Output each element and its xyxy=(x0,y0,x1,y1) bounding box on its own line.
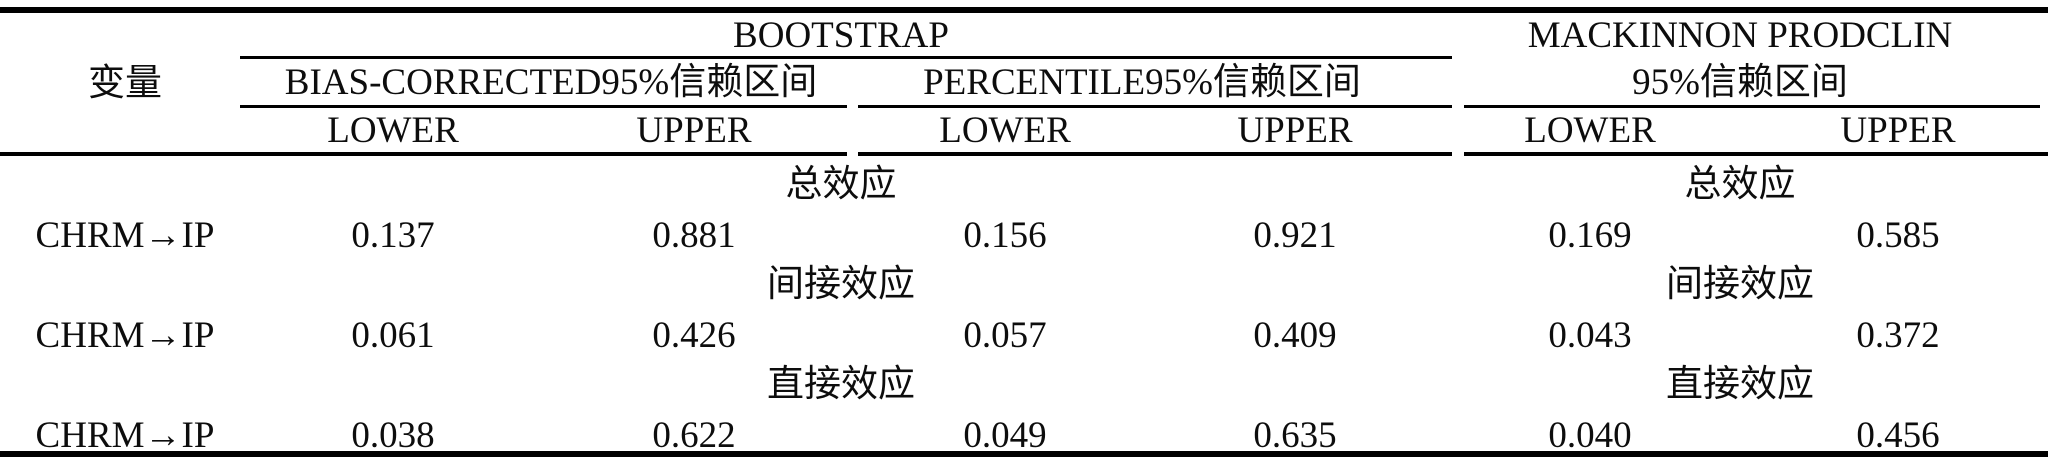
row-variable: CHRM→IP xyxy=(35,414,215,456)
bias-corrected-underline xyxy=(240,105,847,108)
section-row-total-effect: 总效应 总效应 xyxy=(0,158,2048,210)
row-variable: CHRM→IP xyxy=(35,214,215,256)
value-cell: 0.426 xyxy=(652,314,736,356)
table-row: CHRM→IP 0.137 0.881 0.156 0.921 0.169 0.… xyxy=(0,210,2048,260)
value-cell: 0.156 xyxy=(963,214,1047,256)
section-label-total-effect-mackinnon: 总效应 xyxy=(1684,163,1796,205)
subgroup-header-row: BIAS-CORRECTED95%信赖区间 PERCENTILE95%信赖区间 … xyxy=(0,60,2048,105)
value-cell: 0.040 xyxy=(1548,414,1632,456)
section-label-direct-effect-bootstrap: 直接效应 xyxy=(767,363,915,405)
value-cell: 0.622 xyxy=(652,414,736,456)
column-header-upper: UPPER xyxy=(1237,110,1353,151)
value-cell: 0.061 xyxy=(351,314,435,356)
value-cell: 0.456 xyxy=(1856,414,1940,456)
column-header-lower: LOWER xyxy=(939,110,1071,151)
section-label-indirect-effect-mackinnon: 间接效应 xyxy=(1666,263,1814,305)
value-cell: 0.038 xyxy=(351,414,435,456)
value-cell: 0.372 xyxy=(1856,314,1940,356)
value-cell: 0.169 xyxy=(1548,214,1632,256)
row-variable: CHRM→IP xyxy=(35,314,215,356)
value-cell: 0.049 xyxy=(963,414,1047,456)
value-cell: 0.585 xyxy=(1856,214,1940,256)
value-cell: 0.057 xyxy=(963,314,1047,356)
header-separator-left xyxy=(0,152,847,156)
section-label-direct-effect-mackinnon: 直接效应 xyxy=(1666,363,1814,405)
section-label-indirect-effect-bootstrap: 间接效应 xyxy=(767,263,915,305)
section-row-direct-effect: 直接效应 直接效应 xyxy=(0,358,2048,410)
value-cell: 0.043 xyxy=(1548,314,1632,356)
column-header-row: LOWER UPPER LOWER UPPER LOWER UPPER xyxy=(0,109,2048,152)
column-header-upper: UPPER xyxy=(1840,110,1956,151)
column-header-upper: UPPER xyxy=(636,110,752,151)
header-separator-middle xyxy=(858,152,1452,156)
bootstrap-group-underline xyxy=(240,56,1452,59)
mackinnon-ci-header: 95%信赖区间 xyxy=(1632,62,1848,103)
value-cell: 0.881 xyxy=(652,214,736,256)
bootstrap-group-header: BOOTSTRAP xyxy=(733,14,949,56)
section-row-indirect-effect: 间接效应 间接效应 xyxy=(0,258,2048,310)
table-bottom-border xyxy=(0,451,2048,457)
mackinnon-underline xyxy=(1464,105,2040,108)
header-separator-right xyxy=(1464,152,2048,156)
column-header-lower: LOWER xyxy=(1524,110,1656,151)
table-row: CHRM→IP 0.038 0.622 0.049 0.635 0.040 0.… xyxy=(0,410,2048,460)
group-header-row: BOOTSTRAP MACKINNON PRODCLIN xyxy=(0,13,2048,57)
section-label-total-effect-bootstrap: 总效应 xyxy=(785,163,897,205)
value-cell: 0.137 xyxy=(351,214,435,256)
value-cell: 0.409 xyxy=(1253,314,1337,356)
table-row: CHRM→IP 0.061 0.426 0.057 0.409 0.043 0.… xyxy=(0,310,2048,360)
bias-corrected-ci-header: BIAS-CORRECTED95%信赖区间 xyxy=(284,62,818,103)
percentile-ci-header: PERCENTILE95%信赖区间 xyxy=(923,62,1361,103)
mackinnon-group-header: MACKINNON PRODCLIN xyxy=(1527,14,1953,56)
value-cell: 0.635 xyxy=(1253,414,1337,456)
variable-column-header: 变量 xyxy=(88,62,162,104)
value-cell: 0.921 xyxy=(1253,214,1337,256)
table-top-border xyxy=(0,7,2048,13)
percentile-underline xyxy=(858,105,1452,108)
column-header-lower: LOWER xyxy=(327,110,459,151)
